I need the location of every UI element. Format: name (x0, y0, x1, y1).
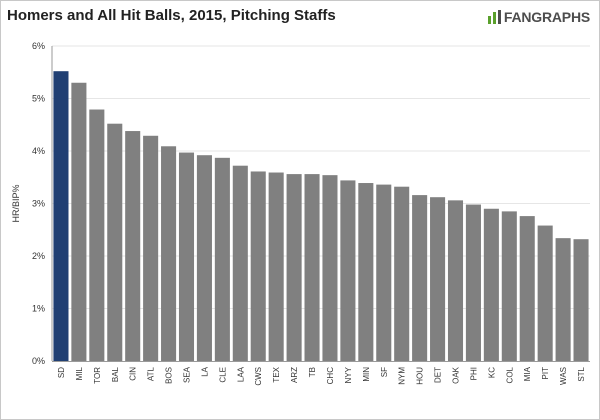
bar-sea (178, 152, 195, 361)
y-tick-label: 4% (32, 146, 45, 156)
x-tick-label: LA (200, 366, 209, 376)
x-tick-label: TOR (93, 367, 102, 384)
bar-was (555, 238, 571, 361)
x-tick-label: MIA (523, 366, 532, 381)
x-tick-label: LAA (236, 366, 245, 382)
y-tick-label: 1% (32, 304, 45, 314)
x-tick-label: SF (380, 367, 389, 377)
bar-bos (161, 146, 177, 361)
bar-bal (107, 123, 123, 361)
logo-wordmark: FANGRAPHS (503, 9, 590, 25)
bar-tex (268, 172, 284, 361)
x-tick-label: PIT (541, 367, 550, 380)
x-tick-label: SEA (183, 366, 192, 383)
y-tick-label: 3% (32, 199, 45, 209)
x-tick-label: CWS (254, 367, 263, 386)
x-tick-label: CHC (326, 367, 335, 385)
x-tick-label: NYM (398, 367, 407, 385)
bar-cws (250, 171, 266, 361)
fangraphs-logo-icon (487, 10, 501, 24)
x-tick-label: CLE (218, 367, 227, 383)
x-tick-label: NYY (344, 366, 353, 383)
x-tick-label: OAK (452, 366, 461, 384)
bar-tb (304, 174, 320, 361)
bar-pit (537, 225, 553, 361)
y-tick-label: 6% (32, 41, 45, 51)
bar-hou (412, 195, 428, 361)
bar-atl (143, 135, 159, 361)
bar-cle (214, 157, 230, 361)
x-tick-label: TB (308, 367, 317, 377)
chart-title: Homers and All Hit Balls, 2015, Pitching… (7, 7, 336, 24)
bar-laa (232, 165, 248, 361)
bar-mia (519, 216, 535, 361)
bar-cin (125, 131, 141, 361)
bar-phi (465, 204, 481, 361)
x-tick-label: SD (57, 367, 66, 378)
bar-la (196, 155, 212, 361)
y-tick-label: 2% (32, 251, 45, 261)
x-tick-label: MIL (75, 366, 84, 380)
bar-det (430, 197, 446, 361)
bar-stl (573, 239, 589, 361)
fangraphs-logo: FANGRAPHS (487, 8, 590, 26)
y-tick-label: 0% (32, 356, 45, 366)
bar-sd (53, 71, 69, 361)
bar-col (501, 211, 517, 361)
x-tick-label: KC (487, 367, 496, 378)
bar-sf (376, 184, 392, 361)
bar-chc (322, 175, 338, 361)
x-tick-label: TEX (272, 366, 281, 382)
x-tick-label: STL (577, 366, 586, 381)
bar-oak (447, 200, 464, 361)
x-tick-label: MIN (362, 367, 371, 382)
x-tick-label: ARZ (290, 367, 299, 383)
bar-mil (71, 82, 87, 361)
x-tick-label: COL (505, 366, 514, 383)
x-tick-label: CIN (129, 367, 138, 381)
x-tick-label: DET (434, 367, 443, 383)
x-tick-label: WAS (559, 367, 568, 385)
bar-min (358, 183, 374, 361)
y-tick-label: 5% (32, 94, 45, 104)
bar-kc (483, 208, 499, 361)
bar-nyy (340, 180, 356, 361)
bar-tor (89, 109, 105, 362)
x-tick-label: BAL (111, 366, 120, 382)
x-tick-label: ATL (147, 366, 156, 381)
x-tick-label: BOS (165, 367, 174, 384)
y-axis-title: HR/BIP% (11, 184, 21, 222)
x-tick-label: HOU (416, 367, 425, 385)
x-tick-label: PHI (469, 367, 478, 380)
bar-arz (286, 174, 302, 361)
bar-nym (394, 186, 410, 361)
